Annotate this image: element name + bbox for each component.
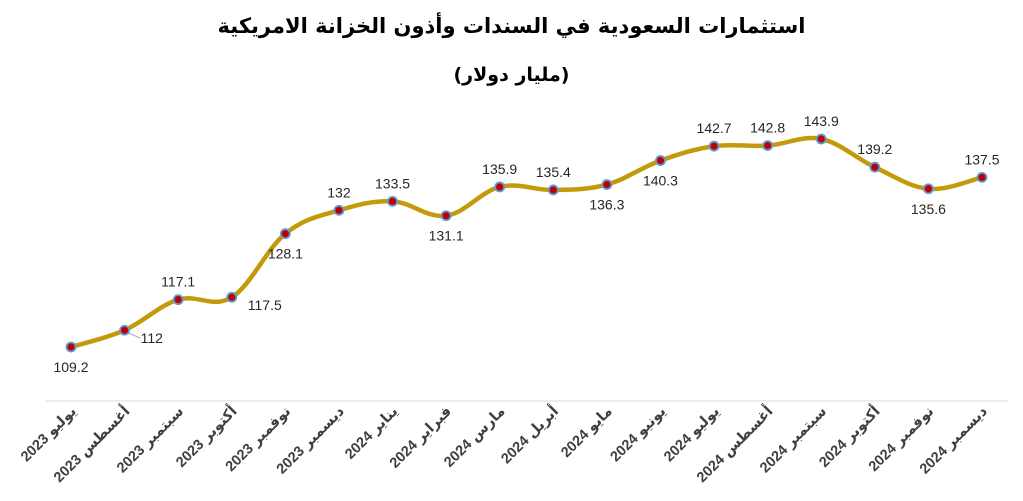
x-tick-label: يونيو 2024: [608, 404, 670, 466]
chart-title: استثمارات السعودية في السندات وأذون الخز…: [217, 14, 806, 38]
data-label: 117.1: [161, 274, 195, 290]
data-point: [494, 181, 506, 193]
data-label: 135.6: [911, 201, 946, 217]
chart-subtitle: (مليار دولار): [453, 64, 570, 86]
data-point: [119, 324, 130, 336]
data-label: 133.5: [375, 175, 410, 191]
data-label: 117.5: [248, 297, 282, 313]
data-label: 136.3: [589, 197, 624, 213]
data-label: 135.4: [536, 164, 571, 180]
data-label-leader-line: [128, 332, 141, 339]
data-label: 142.7: [697, 120, 732, 136]
data-label: 139.2: [857, 141, 892, 157]
data-label: 112: [141, 330, 164, 346]
data-point: [976, 171, 988, 183]
data-point: [762, 140, 774, 151]
data-label: 135.9: [482, 161, 517, 177]
x-tick-label: أبريل 2024: [497, 402, 562, 467]
data-point: [226, 291, 238, 303]
data-point: [869, 161, 881, 173]
data-label: 142.8: [750, 120, 785, 136]
data-label: 137.5: [964, 151, 999, 167]
series-line: [70, 135, 983, 350]
x-tick-label: مايو 2024: [558, 404, 615, 461]
data-point: [440, 210, 452, 222]
data-label: 140.3: [643, 173, 678, 189]
data-label: 143.9: [804, 113, 839, 129]
data-label: 132: [327, 184, 351, 200]
data-point: [655, 155, 666, 166]
data-point: [333, 204, 345, 216]
data-point: [815, 133, 827, 145]
data-label: 128.1: [268, 246, 303, 262]
data-point: [923, 183, 934, 195]
data-point: [279, 228, 291, 240]
data-point: [387, 195, 398, 207]
data-point: [547, 184, 559, 196]
data-point: [708, 140, 720, 152]
data-point: [172, 294, 184, 306]
data-point: [601, 179, 613, 190]
data-point: [65, 341, 77, 353]
data-label: 131.1: [429, 228, 464, 244]
data-label: 109.2: [53, 359, 88, 375]
